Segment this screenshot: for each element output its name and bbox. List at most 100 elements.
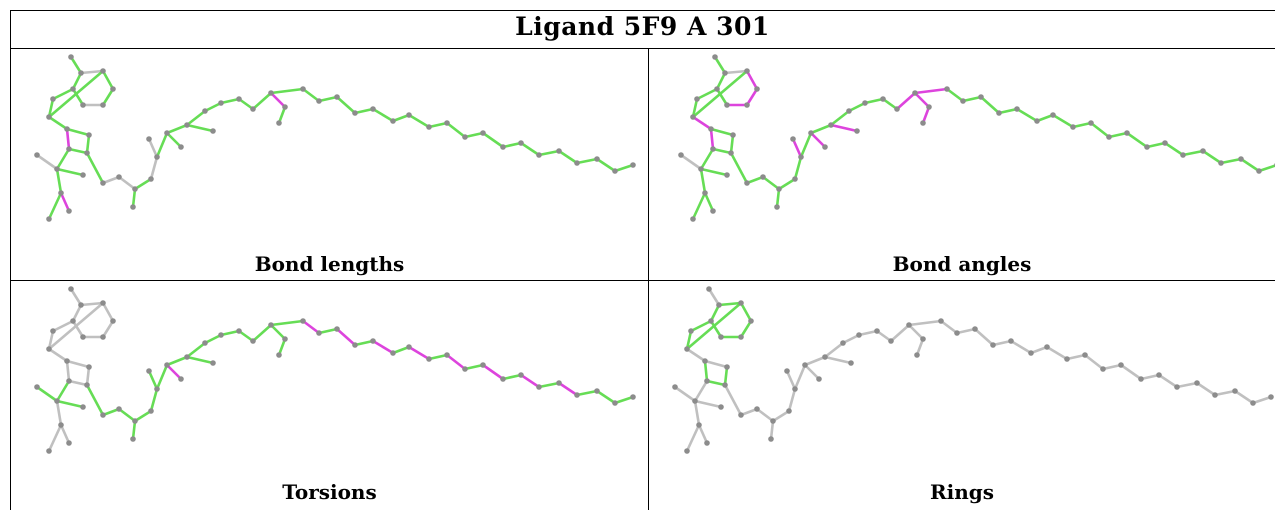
- bond: [685, 423, 701, 453]
- atom: [716, 302, 722, 308]
- atom: [68, 54, 74, 60]
- atom: [50, 328, 56, 334]
- bond: [55, 167, 63, 195]
- bond: [463, 363, 485, 371]
- atom: [744, 68, 750, 74]
- bond: [557, 381, 579, 397]
- bond: [709, 303, 721, 323]
- atom: [784, 368, 790, 374]
- bond: [889, 323, 911, 343]
- atom: [100, 68, 106, 74]
- bond: [693, 399, 723, 409]
- atom: [1088, 120, 1094, 126]
- bond: [1125, 131, 1149, 149]
- atom: [50, 96, 56, 102]
- bond: [185, 123, 215, 133]
- bond: [71, 87, 85, 107]
- bond: [703, 191, 715, 213]
- bond: [101, 175, 121, 185]
- atom: [774, 204, 780, 210]
- bond: [1163, 141, 1185, 157]
- atom: [300, 318, 306, 324]
- bond: [445, 121, 467, 139]
- bond: [961, 95, 983, 103]
- atom: [130, 204, 136, 210]
- bond: [693, 379, 709, 403]
- bond: [1201, 149, 1223, 165]
- bond: [47, 347, 69, 363]
- atom: [954, 330, 960, 336]
- bond: [1071, 121, 1093, 129]
- bond: [317, 95, 339, 103]
- bond: [269, 319, 305, 327]
- atom: [268, 90, 274, 96]
- atom: [178, 144, 184, 150]
- bond: [973, 327, 995, 347]
- bond: [1119, 363, 1143, 381]
- bond: [711, 147, 733, 155]
- bond: [697, 423, 709, 445]
- atom: [116, 174, 122, 180]
- atom: [1082, 352, 1088, 358]
- bond: [147, 137, 159, 159]
- atom: [178, 376, 184, 382]
- bond: [745, 69, 759, 91]
- atom: [696, 422, 702, 428]
- bond: [703, 359, 709, 383]
- atom: [218, 332, 224, 338]
- bond: [1219, 157, 1243, 165]
- atom: [202, 108, 208, 114]
- bond: [1029, 345, 1049, 355]
- atom: [316, 98, 322, 104]
- border-center: [648, 48, 649, 510]
- atom: [80, 334, 86, 340]
- bond: [1101, 363, 1123, 371]
- atom: [1144, 144, 1150, 150]
- bond: [427, 353, 449, 361]
- bond: [165, 363, 183, 381]
- atom: [480, 362, 486, 368]
- bond: [769, 419, 775, 441]
- atom: [744, 102, 750, 108]
- bond: [699, 167, 707, 195]
- bond: [729, 133, 735, 155]
- bond: [1083, 353, 1105, 371]
- atom: [80, 102, 86, 108]
- atom: [684, 346, 690, 352]
- bond: [59, 423, 71, 445]
- bond: [717, 301, 743, 307]
- atom: [66, 208, 72, 214]
- atom: [462, 366, 468, 372]
- atom: [802, 362, 808, 368]
- atom: [862, 100, 868, 106]
- bond: [51, 319, 75, 333]
- bond: [803, 355, 827, 367]
- atom: [34, 152, 40, 158]
- bond: [707, 287, 721, 307]
- bond: [595, 389, 617, 405]
- bond: [47, 115, 69, 131]
- bond: [219, 97, 241, 105]
- atom: [500, 376, 506, 382]
- bond: [165, 355, 189, 367]
- atom: [722, 70, 728, 76]
- atom: [874, 328, 880, 334]
- bond: [1213, 389, 1237, 397]
- atom: [1194, 380, 1200, 386]
- bond: [715, 71, 727, 91]
- bond: [55, 167, 85, 177]
- bond: [51, 87, 75, 101]
- bond: [277, 337, 287, 357]
- atom: [250, 338, 256, 344]
- atom: [184, 122, 190, 128]
- atom: [154, 386, 160, 392]
- atom: [100, 334, 106, 340]
- bond: [699, 167, 729, 177]
- atom: [1064, 356, 1070, 362]
- bond: [47, 301, 105, 351]
- bond: [101, 87, 115, 107]
- bond: [55, 147, 71, 171]
- atom: [738, 300, 744, 306]
- bond: [445, 353, 467, 371]
- atom: [426, 356, 432, 362]
